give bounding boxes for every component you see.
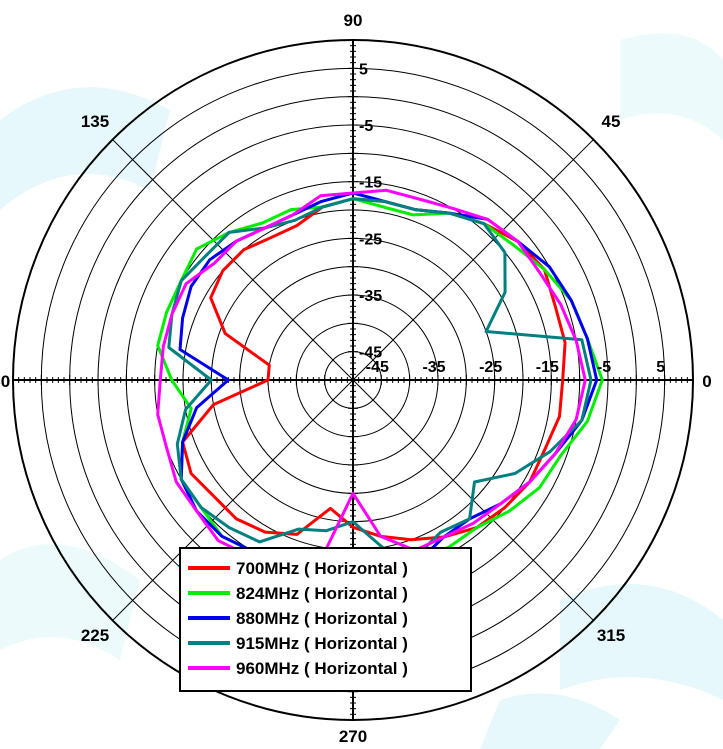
angle-label-315: 315 [597,626,625,645]
r-tick-label-v: -15 [359,175,382,192]
legend-label-2: 824MHz ( Horizontal ) [236,584,408,603]
r-tick-label-v: -5 [359,118,373,135]
series-line-4 [167,197,593,558]
angle-label-90: 90 [344,11,363,30]
angle-label-270: 270 [339,727,367,746]
r-tick-label-h: -35 [422,359,445,376]
legend-label-3: 880MHz ( Horizontal ) [236,609,408,628]
angle-label-225: 225 [81,626,109,645]
r-tick-label-h: 5 [656,359,665,376]
angle-label-135: 135 [81,112,109,131]
r-tick-label-v: -25 [359,231,382,248]
r-tick-label-h: -5 [597,359,611,376]
angle-label-45: 45 [602,112,621,131]
legend-label-4: 915MHz ( Horizontal ) [236,634,408,653]
r-tick-label-v: -45 [359,345,382,362]
series-group [156,188,604,586]
legend-label-5: 960MHz ( Horizontal ) [236,659,408,678]
r-tick-label-v: -35 [359,288,382,305]
spoke-45 [352,139,594,381]
angle-label-0: 0 [702,372,711,391]
r-tick-label-h: -15 [536,359,559,376]
angle-label-180: 180 [0,372,10,391]
angle-labels: 0 45 90 135 180 225 270 315 [0,11,712,746]
r-tick-label-h: -25 [479,359,502,376]
r-tick-label-v: 5 [359,61,368,78]
polar-spokes [112,139,594,621]
radial-tick-labels: -45-45 -35 -35 -25 -25 -15 -15 -5 -5 5 5 [359,61,665,376]
legend-label-1: 700MHz ( Horizontal ) [236,559,408,578]
spoke-225 [112,379,354,621]
legend: 700MHz ( Horizontal ) 824MHz ( Horizontal… [179,547,472,692]
r-tick-label-h: -45 [366,359,389,376]
series-line-5 [156,188,587,574]
